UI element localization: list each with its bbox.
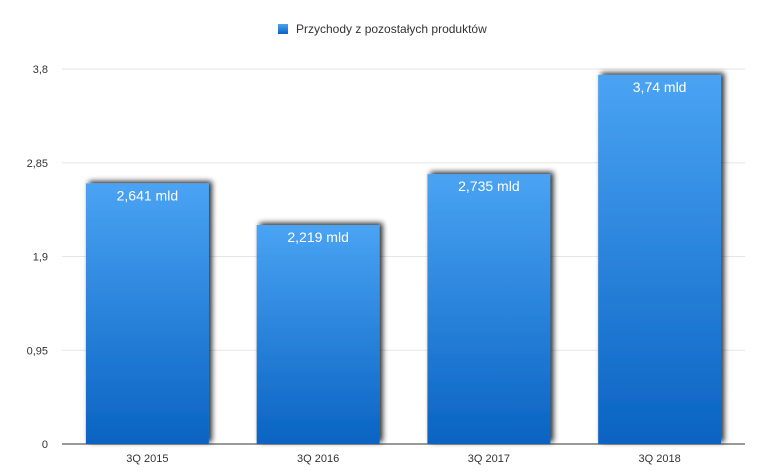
bar	[256, 225, 380, 444]
y-tick-label: 3,8	[33, 64, 48, 76]
x-tick-label: 3Q 2017	[468, 453, 510, 465]
bar	[427, 174, 551, 444]
y-tick-label: 0	[42, 439, 48, 451]
data-label: 2,735 mld	[458, 178, 519, 194]
data-label: 3,74 mld	[633, 79, 687, 95]
bars	[85, 74, 722, 444]
bar	[85, 183, 209, 444]
data-label: 2,641 mld	[117, 187, 178, 203]
legend-swatch	[278, 24, 288, 34]
legend: Przychody z pozostałych produktów	[278, 20, 487, 38]
x-axis: 3Q 2015 3Q 2016 3Q 2017 3Q 2018	[126, 453, 680, 465]
x-tick-label: 3Q 2018	[639, 453, 681, 465]
y-tick-label: 2,85	[27, 158, 48, 170]
bar	[598, 74, 722, 444]
data-labels: 2,641 mld 2,219 mld 2,735 mld 3,74 mld	[117, 79, 687, 245]
x-tick-label: 3Q 2016	[297, 453, 339, 465]
y-tick-label: 0,95	[27, 345, 48, 357]
data-label: 2,219 mld	[287, 229, 348, 245]
x-tick-label: 3Q 2015	[126, 453, 168, 465]
legend-label: Przychody z pozostałych produktów	[296, 22, 487, 36]
y-tick-label: 1,9	[33, 252, 48, 264]
